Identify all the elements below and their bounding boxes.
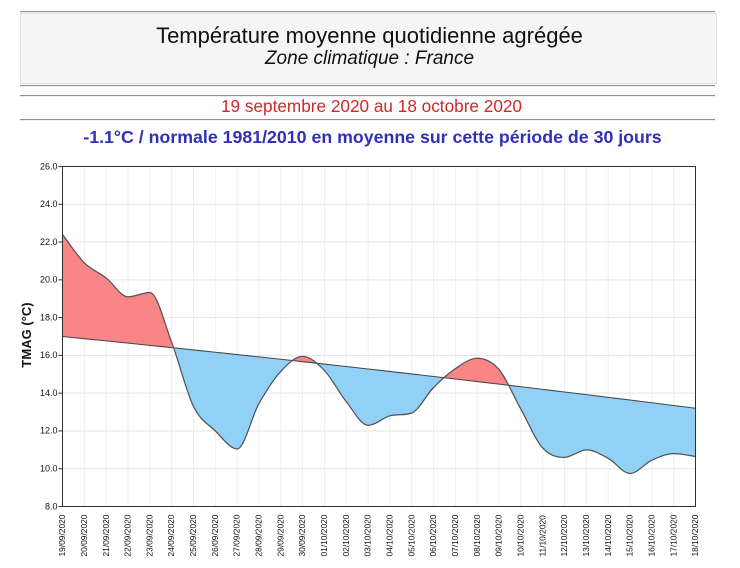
svg-text:18.0: 18.0 [40,312,58,322]
svg-text:24.0: 24.0 [40,199,58,209]
svg-text:8.0: 8.0 [45,501,58,511]
svg-text:19/09/2020: 19/09/2020 [57,514,67,556]
svg-text:22.0: 22.0 [40,237,58,247]
svg-text:01/10/2020: 01/10/2020 [319,514,329,556]
svg-text:14/10/2020: 14/10/2020 [603,514,613,556]
svg-text:11/10/2020: 11/10/2020 [537,515,547,557]
svg-text:07/10/2020: 07/10/2020 [450,514,460,556]
svg-text:04/10/2020: 04/10/2020 [385,514,395,556]
svg-text:27/09/2020: 27/09/2020 [232,514,242,556]
svg-text:06/10/2020: 06/10/2020 [428,514,438,556]
svg-text:09/10/2020: 09/10/2020 [494,514,504,556]
svg-text:12/10/2020: 12/10/2020 [559,514,569,556]
svg-text:22/09/2020: 22/09/2020 [123,514,133,556]
svg-text:28/09/2020: 28/09/2020 [254,514,264,556]
svg-text:16/10/2020: 16/10/2020 [646,514,656,556]
svg-text:10/10/2020: 10/10/2020 [515,514,525,556]
svg-text:26/09/2020: 26/09/2020 [210,514,220,556]
svg-text:14.0: 14.0 [40,388,58,398]
svg-text:05/10/2020: 05/10/2020 [406,514,416,556]
svg-text:20/09/2020: 20/09/2020 [79,514,89,556]
svg-text:24/09/2020: 24/09/2020 [166,514,176,556]
svg-text:10.0: 10.0 [40,464,58,474]
svg-text:TMAG (°C): TMAG (°C) [19,302,34,367]
svg-text:15/10/2020: 15/10/2020 [625,514,635,556]
svg-text:21/09/2020: 21/09/2020 [101,514,111,556]
svg-text:18/10/2020: 18/10/2020 [690,514,700,556]
svg-text:13/10/2020: 13/10/2020 [581,514,591,556]
svg-text:29/09/2020: 29/09/2020 [275,514,285,556]
svg-text:03/10/2020: 03/10/2020 [363,514,373,556]
svg-text:08/10/2020: 08/10/2020 [472,514,482,556]
svg-text:02/10/2020: 02/10/2020 [341,514,351,556]
svg-text:26.0: 26.0 [40,161,58,171]
svg-text:30/09/2020: 30/09/2020 [297,514,307,556]
svg-text:25/09/2020: 25/09/2020 [188,514,198,556]
svg-text:23/09/2020: 23/09/2020 [144,514,154,556]
svg-text:16.0: 16.0 [40,350,58,360]
svg-text:12.0: 12.0 [40,426,58,436]
svg-text:20.0: 20.0 [40,275,58,285]
svg-text:17/10/2020: 17/10/2020 [668,514,678,556]
